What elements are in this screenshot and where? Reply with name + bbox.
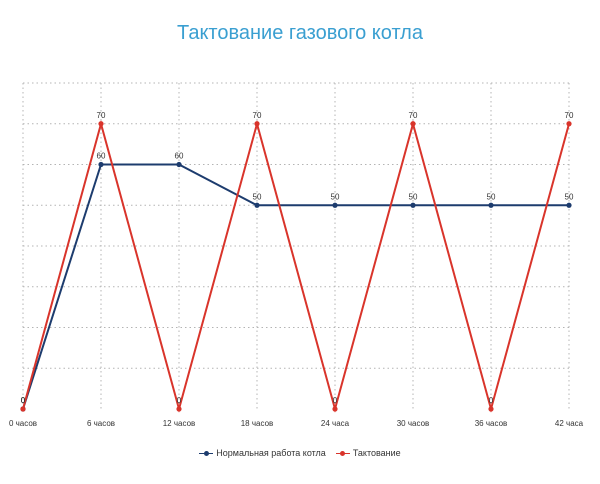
legend: Нормальная работа котла Тактование bbox=[0, 448, 600, 458]
data-label: 0 bbox=[21, 396, 26, 405]
chart-title: Тактование газового котла bbox=[177, 22, 423, 44]
data-label: 70 bbox=[565, 111, 574, 120]
data-label: 60 bbox=[175, 152, 184, 161]
legend-label: Тактование bbox=[352, 448, 401, 458]
data-point bbox=[410, 202, 416, 208]
legend-label: Нормальная работа котла bbox=[216, 448, 326, 458]
data-label: 60 bbox=[97, 152, 106, 161]
data-point bbox=[98, 161, 104, 168]
x-tick-label: 12 часов bbox=[163, 419, 196, 428]
data-label: 0 bbox=[177, 396, 182, 405]
x-tick-label: 42 часа bbox=[555, 419, 584, 428]
grid-layer bbox=[22, 82, 570, 409]
data-point bbox=[410, 121, 416, 127]
x-tick-label: 18 часов bbox=[241, 419, 274, 428]
data-label: 0 bbox=[21, 396, 26, 405]
data-label: 70 bbox=[253, 111, 262, 120]
x-axis-ticks: 0 часов 6 часов 12 часов 18 часов 24 часа 30 … bbox=[9, 419, 584, 428]
series-layer bbox=[20, 120, 572, 413]
data-label: 50 bbox=[409, 192, 418, 201]
x-tick-label: 24 часа bbox=[321, 419, 350, 428]
data-point bbox=[488, 406, 494, 412]
legend-item[interactable]: Нормальная работа котла bbox=[199, 448, 326, 458]
x-tick-label: 30 часов bbox=[397, 419, 430, 428]
x-tick-label: 36 часов bbox=[475, 419, 508, 428]
series-line-1 bbox=[22, 163, 569, 410]
data-point bbox=[566, 202, 572, 208]
data-label: 0 bbox=[333, 396, 338, 405]
legend-item[interactable]: Тактование bbox=[335, 448, 401, 458]
data-point bbox=[332, 202, 338, 208]
data-point bbox=[488, 202, 494, 208]
data-label: 50 bbox=[565, 192, 574, 201]
data-label: 50 bbox=[253, 192, 262, 201]
legend-swatch bbox=[335, 449, 350, 457]
data-point bbox=[98, 121, 104, 127]
data-label: 50 bbox=[331, 192, 340, 201]
x-tick-label: 6 часов bbox=[87, 419, 115, 428]
data-point bbox=[254, 121, 260, 127]
data-point bbox=[176, 161, 182, 168]
data-label: 70 bbox=[409, 111, 418, 120]
data-point bbox=[566, 121, 572, 127]
data-point bbox=[332, 406, 338, 412]
data-point bbox=[20, 406, 26, 412]
x-tick-label: 0 часов bbox=[9, 419, 37, 428]
data-label: 70 bbox=[97, 111, 106, 120]
data-point bbox=[254, 202, 260, 208]
data-point bbox=[176, 406, 182, 412]
legend-swatch bbox=[199, 449, 214, 457]
data-label: 50 bbox=[487, 192, 496, 201]
data-label: 0 bbox=[489, 396, 494, 405]
series-line-2 bbox=[22, 120, 570, 413]
